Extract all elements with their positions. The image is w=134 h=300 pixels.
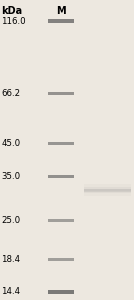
Text: 14.4: 14.4 <box>1 287 21 296</box>
Bar <box>48 175 74 178</box>
Bar <box>48 219 74 222</box>
Bar <box>84 190 131 193</box>
Bar <box>84 190 131 196</box>
Bar <box>48 92 74 95</box>
Bar <box>48 290 74 294</box>
Text: 25.0: 25.0 <box>1 216 21 225</box>
Bar <box>48 19 74 23</box>
Bar <box>84 189 131 192</box>
Bar <box>48 258 74 261</box>
Text: M: M <box>56 6 66 16</box>
Bar <box>48 142 74 146</box>
Bar <box>84 187 131 191</box>
Text: 18.4: 18.4 <box>1 255 21 264</box>
Bar <box>84 184 131 190</box>
Text: 66.2: 66.2 <box>1 89 21 98</box>
Text: 45.0: 45.0 <box>1 139 21 148</box>
Text: 116.0: 116.0 <box>1 16 26 26</box>
Text: 35.0: 35.0 <box>1 172 21 181</box>
Text: kDa: kDa <box>1 6 22 16</box>
